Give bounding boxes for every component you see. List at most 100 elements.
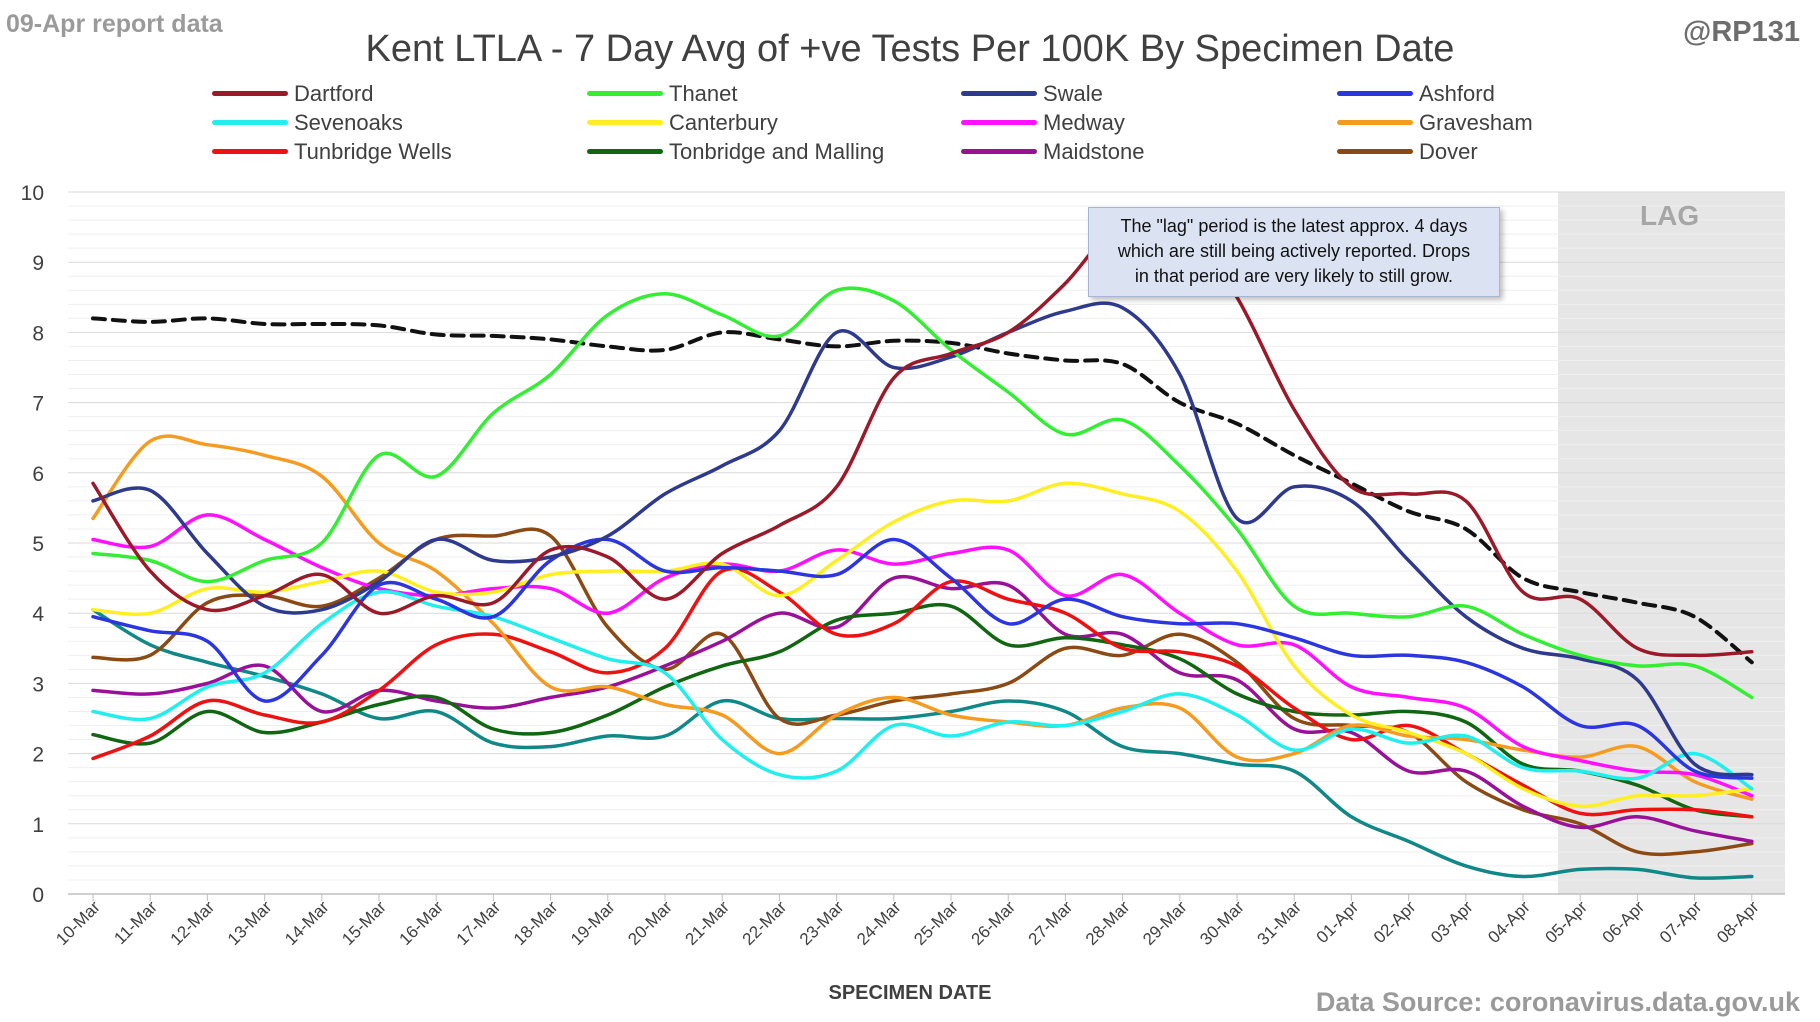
- legend-label: Thanet: [669, 80, 738, 106]
- y-tick-label: 9: [32, 252, 44, 275]
- legend-swatch: [212, 149, 288, 154]
- legend-label: Sevenoaks: [294, 109, 403, 135]
- x-tick-label: 25-Mar: [910, 897, 962, 949]
- x-tick-label: 13-Mar: [224, 897, 276, 949]
- legend-label: Maidstone: [1043, 138, 1145, 164]
- legend-item-medway: Medway: [961, 108, 1125, 137]
- thanet-series-line: [91, 286, 1754, 700]
- legend-swatch: [587, 120, 663, 125]
- x-tick-label: 02-Apr: [1370, 897, 1420, 947]
- dover-series-line: [91, 527, 1754, 857]
- x-tick-label: 11-Mar: [110, 897, 161, 948]
- x-tick-label: 28-Mar: [1082, 897, 1134, 949]
- y-tick-label: 10: [21, 182, 44, 205]
- legend-label: Dartford: [294, 80, 374, 106]
- annotation-line-3: in that period are very likely to still …: [1134, 266, 1454, 286]
- legend-label: Dover: [1419, 138, 1478, 164]
- y-tick-label: 1: [32, 814, 44, 837]
- legend-swatch: [1337, 120, 1413, 125]
- legend-swatch: [212, 91, 288, 96]
- x-tick-label: 21-Mar: [682, 897, 734, 949]
- dashed-series-line: [91, 316, 1754, 665]
- legend-swatch: [1337, 149, 1413, 154]
- dartford-series-line: [91, 209, 1754, 658]
- legend-swatch: [1337, 91, 1413, 96]
- legend-item-dartford: Dartford: [212, 79, 373, 108]
- legend-label: Tonbridge and Malling: [669, 138, 885, 164]
- x-tick-label: 19-Mar: [567, 897, 619, 949]
- legend-swatch: [961, 149, 1037, 154]
- x-tick-label: 15-Mar: [338, 897, 390, 949]
- swale-series-line: [91, 301, 1754, 777]
- x-tick-label: 31-Mar: [1254, 897, 1306, 949]
- lag-label: LAG: [1640, 200, 1700, 231]
- ashford-series-line: [91, 537, 1754, 780]
- y-tick-label: 8: [32, 322, 44, 345]
- data-source: Data Source: coronavirus.data.gov.uk: [1315, 987, 1800, 1017]
- lag-annotation-box: The "lag" period is the latest approx. 4…: [1088, 207, 1500, 297]
- x-tick-label: 23-Mar: [796, 897, 848, 949]
- tonbridge-and-malling-series-line: [91, 602, 1754, 819]
- x-tick-label: 20-Mar: [624, 897, 676, 949]
- y-tick-label: 6: [32, 463, 44, 486]
- x-tick-label: 07-Apr: [1656, 897, 1706, 947]
- x-tick-label: 03-Apr: [1427, 897, 1477, 947]
- x-tick-label: 30-Mar: [1196, 897, 1248, 949]
- legend-item-tunbridge-wells: Tunbridge Wells: [212, 137, 452, 166]
- y-axis-ticks: 0 1 2 3 4 5 6 7 8 9 10: [21, 182, 45, 907]
- gravesham-series-line: [91, 434, 1754, 801]
- legend-label: Swale: [1043, 80, 1103, 106]
- maidstone-series-line: [91, 574, 1754, 844]
- y-tick-label: 4: [32, 603, 44, 626]
- y-tick-label: 7: [32, 393, 44, 416]
- author-handle: @RP131: [1683, 16, 1800, 48]
- teal-series-line: [91, 607, 1754, 880]
- legend-item-tonbridge-and-malling: Tonbridge and Malling: [587, 137, 884, 166]
- x-tick-label: 10-Mar: [52, 897, 104, 949]
- x-tick-label: 08-Apr: [1713, 897, 1763, 947]
- legend-label: Medway: [1043, 109, 1125, 135]
- legend-label: Gravesham: [1419, 109, 1533, 135]
- x-tick-label: 04-Apr: [1484, 897, 1534, 947]
- x-tick-label: 01-Apr: [1313, 897, 1363, 947]
- x-tick-label: 18-Mar: [510, 897, 562, 949]
- legend-item-dover: Dover: [1337, 137, 1478, 166]
- legend-item-gravesham: Gravesham: [1337, 108, 1533, 137]
- legend-swatch: [961, 91, 1037, 96]
- legend-swatch: [212, 120, 288, 125]
- x-tick-label: 17-Mar: [453, 897, 505, 949]
- x-tick-label: 26-Mar: [968, 897, 1020, 949]
- legend-item-sevenoaks: Sevenoaks: [212, 108, 403, 137]
- x-tick-label: 22-Mar: [739, 897, 791, 949]
- legend-swatch: [587, 91, 663, 96]
- x-tick-label: 29-Mar: [1139, 897, 1191, 949]
- x-tick-label: 05-Apr: [1542, 897, 1592, 947]
- x-axis-ticks: 10-Mar 11-Mar 12-Mar 13-Mar 14-Mar 15-Mar 16-M…: [52, 894, 1763, 949]
- legend-swatch: [587, 149, 663, 154]
- chart-title: Kent LTLA - 7 Day Avg of +ve Tests Per 1…: [365, 28, 1455, 70]
- x-axis-label: SPECIMEN DATE: [828, 982, 992, 1004]
- legend-label: Canterbury: [669, 109, 778, 135]
- gridlines: [68, 191, 1785, 881]
- x-tick-label: 14-Mar: [281, 897, 333, 949]
- legend-item-ashford: Ashford: [1337, 79, 1495, 108]
- legend-label: Tunbridge Wells: [294, 138, 452, 164]
- x-tick-label: 06-Apr: [1599, 897, 1649, 947]
- report-date-label: 09-Apr report data: [6, 10, 223, 38]
- legend-label: Ashford: [1419, 80, 1495, 106]
- x-tick-label: 12-Mar: [167, 897, 219, 949]
- legend-swatch: [961, 120, 1037, 125]
- x-tick-label: 24-Mar: [853, 897, 905, 949]
- y-tick-label: 2: [32, 744, 44, 767]
- legend-item-thanet: Thanet: [587, 79, 738, 108]
- annotation-line-1: The "lag" period is the latest approx. 4…: [1120, 216, 1468, 236]
- y-tick-label: 3: [32, 673, 44, 696]
- legend-item-swale: Swale: [961, 79, 1103, 108]
- series-lines: [91, 209, 1754, 880]
- y-tick-label: 5: [32, 533, 44, 556]
- annotation-line-2: which are still being actively reported.…: [1117, 241, 1471, 261]
- x-tick-label: 27-Mar: [1025, 897, 1077, 949]
- x-tick-label: 16-Mar: [396, 897, 448, 949]
- legend-item-canterbury: Canterbury: [587, 108, 778, 137]
